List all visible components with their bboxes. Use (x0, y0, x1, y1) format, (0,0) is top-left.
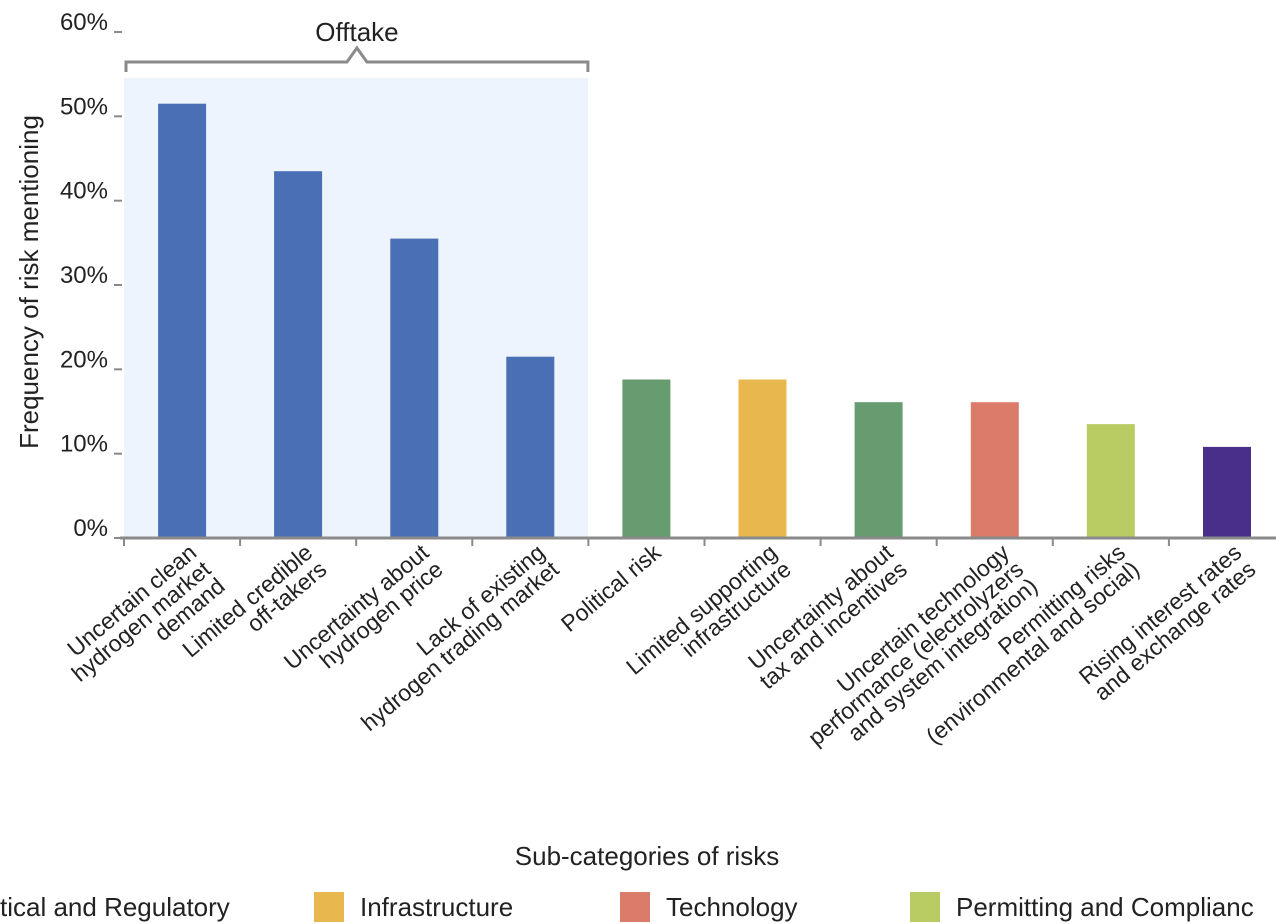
legend-label: Permitting and Complianc (956, 892, 1254, 922)
y-axis: 0% 10% 20% 30% 40% 50% 60% (60, 9, 122, 542)
bar-10 (1203, 446, 1251, 538)
legend-label: Technology (666, 892, 798, 922)
y-tick-label: 0% (73, 515, 108, 542)
bracket-label: Offtake (315, 17, 398, 47)
legend-swatch (314, 892, 344, 922)
category-label-4: Lack of existinghydrogen trading market (342, 539, 564, 736)
y-tick-label: 10% (60, 431, 108, 458)
legend: tical and Regulatory Infrastructure Techno… (0, 892, 1254, 922)
y-tick-label: 40% (60, 178, 108, 205)
bar-3 (390, 238, 439, 538)
legend-label: tical and Regulatory (0, 892, 230, 922)
bar-1 (158, 103, 207, 538)
bar-8 (970, 402, 1019, 538)
y-tick-label: 30% (60, 262, 108, 289)
category-label-5: Political risk (556, 539, 666, 637)
legend-swatch (620, 892, 650, 922)
bracket-path (124, 45, 590, 72)
bar-9 (1086, 424, 1135, 538)
legend-label: Infrastructure (360, 892, 513, 922)
legend-swatch (910, 892, 940, 922)
x-axis-title: Sub-categories of risks (515, 841, 779, 871)
y-tick-label: 60% (60, 9, 108, 36)
y-tick-label: 50% (60, 93, 108, 120)
x-axis: Uncertain cleanhydrogen marketdemandLimi… (62, 536, 1276, 751)
bar-6 (738, 379, 787, 538)
bars-group (158, 103, 1251, 538)
bar-5 (622, 379, 671, 538)
offtake-bracket: Offtake (124, 17, 590, 72)
y-tick-label: 20% (60, 346, 108, 373)
y-axis-title: Frequency of risk mentioning (14, 115, 44, 449)
bar-2 (274, 171, 323, 538)
bar-7 (854, 402, 903, 538)
bar-4 (506, 356, 555, 538)
